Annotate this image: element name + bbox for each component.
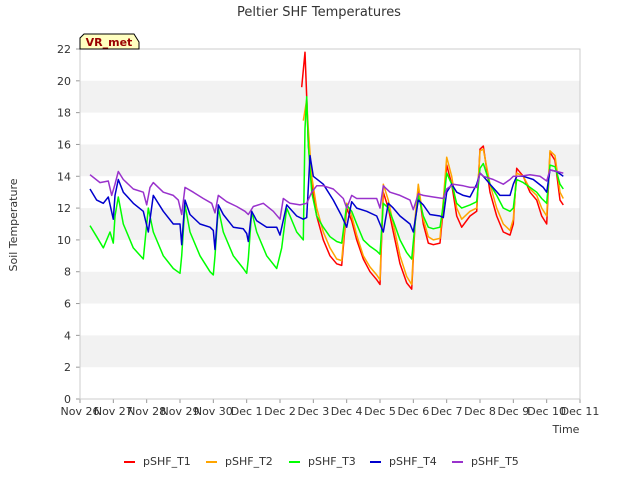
x-tick-label: Dec 11 — [561, 405, 600, 418]
x-tick-label: Nov 26 — [61, 405, 100, 418]
legend-label: pSHF_T5 — [471, 455, 519, 468]
y-tick-label: 8 — [64, 266, 71, 279]
chart-title: Peltier SHF Temperatures — [237, 5, 401, 20]
legend-label: pSHF_T3 — [308, 455, 356, 468]
site-label-badge: VR_met — [79, 33, 140, 50]
series-line-pSHF_T2 — [302, 99, 564, 286]
y-tick-label: 14 — [57, 170, 71, 183]
y-tick-label: 20 — [57, 75, 71, 88]
grid-band — [80, 335, 580, 368]
x-tick-label: Dec 5 — [364, 405, 396, 418]
x-tick-label: Nov 27 — [94, 405, 133, 418]
x-tick-label: Dec 4 — [331, 405, 363, 418]
legend-label: pSHF_T1 — [143, 455, 191, 468]
plot-frame — [79, 48, 581, 400]
grid-band — [80, 80, 580, 113]
grid-band — [80, 271, 580, 304]
y-tick-label: 6 — [64, 298, 71, 311]
legend-label: pSHF_T2 — [225, 455, 273, 468]
y-tick-label: 12 — [57, 202, 71, 215]
y-axis-label: Soil Temperature — [7, 178, 20, 271]
series-line-pSHF_T5 — [89, 169, 564, 220]
series-line-pSHF_T1 — [300, 51, 564, 290]
legend-label: pSHF_T4 — [389, 455, 437, 468]
x-tick-label: Nov 30 — [194, 405, 233, 418]
y-tick-label: 0 — [64, 393, 71, 406]
x-tick-label: Dec 1 — [231, 405, 263, 418]
y-tick-label: 4 — [64, 329, 71, 342]
x-tick-label: Nov 28 — [127, 405, 166, 418]
grid-band — [80, 144, 580, 177]
x-tick-label: Dec 3 — [297, 405, 329, 418]
x-tick-label: Dec 10 — [527, 405, 566, 418]
site-label: VR_met — [86, 36, 133, 49]
y-tick-label: 22 — [57, 43, 71, 56]
series-line-pSHF_T3 — [89, 95, 564, 276]
y-tick-label: 18 — [57, 107, 71, 120]
x-tick-label: Dec 9 — [497, 405, 529, 418]
y-axis-ticks: 0 2 4 6 8 10 12 14 16 18 20 22 — [57, 43, 80, 406]
x-tick-label: Dec 7 — [431, 405, 463, 418]
x-tick-label: Dec 2 — [264, 405, 296, 418]
y-tick-label: 10 — [57, 234, 71, 247]
x-axis-label: Time — [552, 423, 580, 436]
x-tick-label: Dec 6 — [397, 405, 429, 418]
legend: pSHF_T1 pSHF_T2 pSHF_T3 pSHF_T4 pSHF_T5 — [124, 455, 519, 468]
y-tick-label: 2 — [64, 361, 71, 374]
x-tick-label: Nov 29 — [161, 405, 200, 418]
x-tick-label: Dec 8 — [464, 405, 496, 418]
series-lines — [89, 51, 564, 290]
y-tick-label: 16 — [57, 138, 71, 151]
grid-bands — [80, 80, 580, 368]
